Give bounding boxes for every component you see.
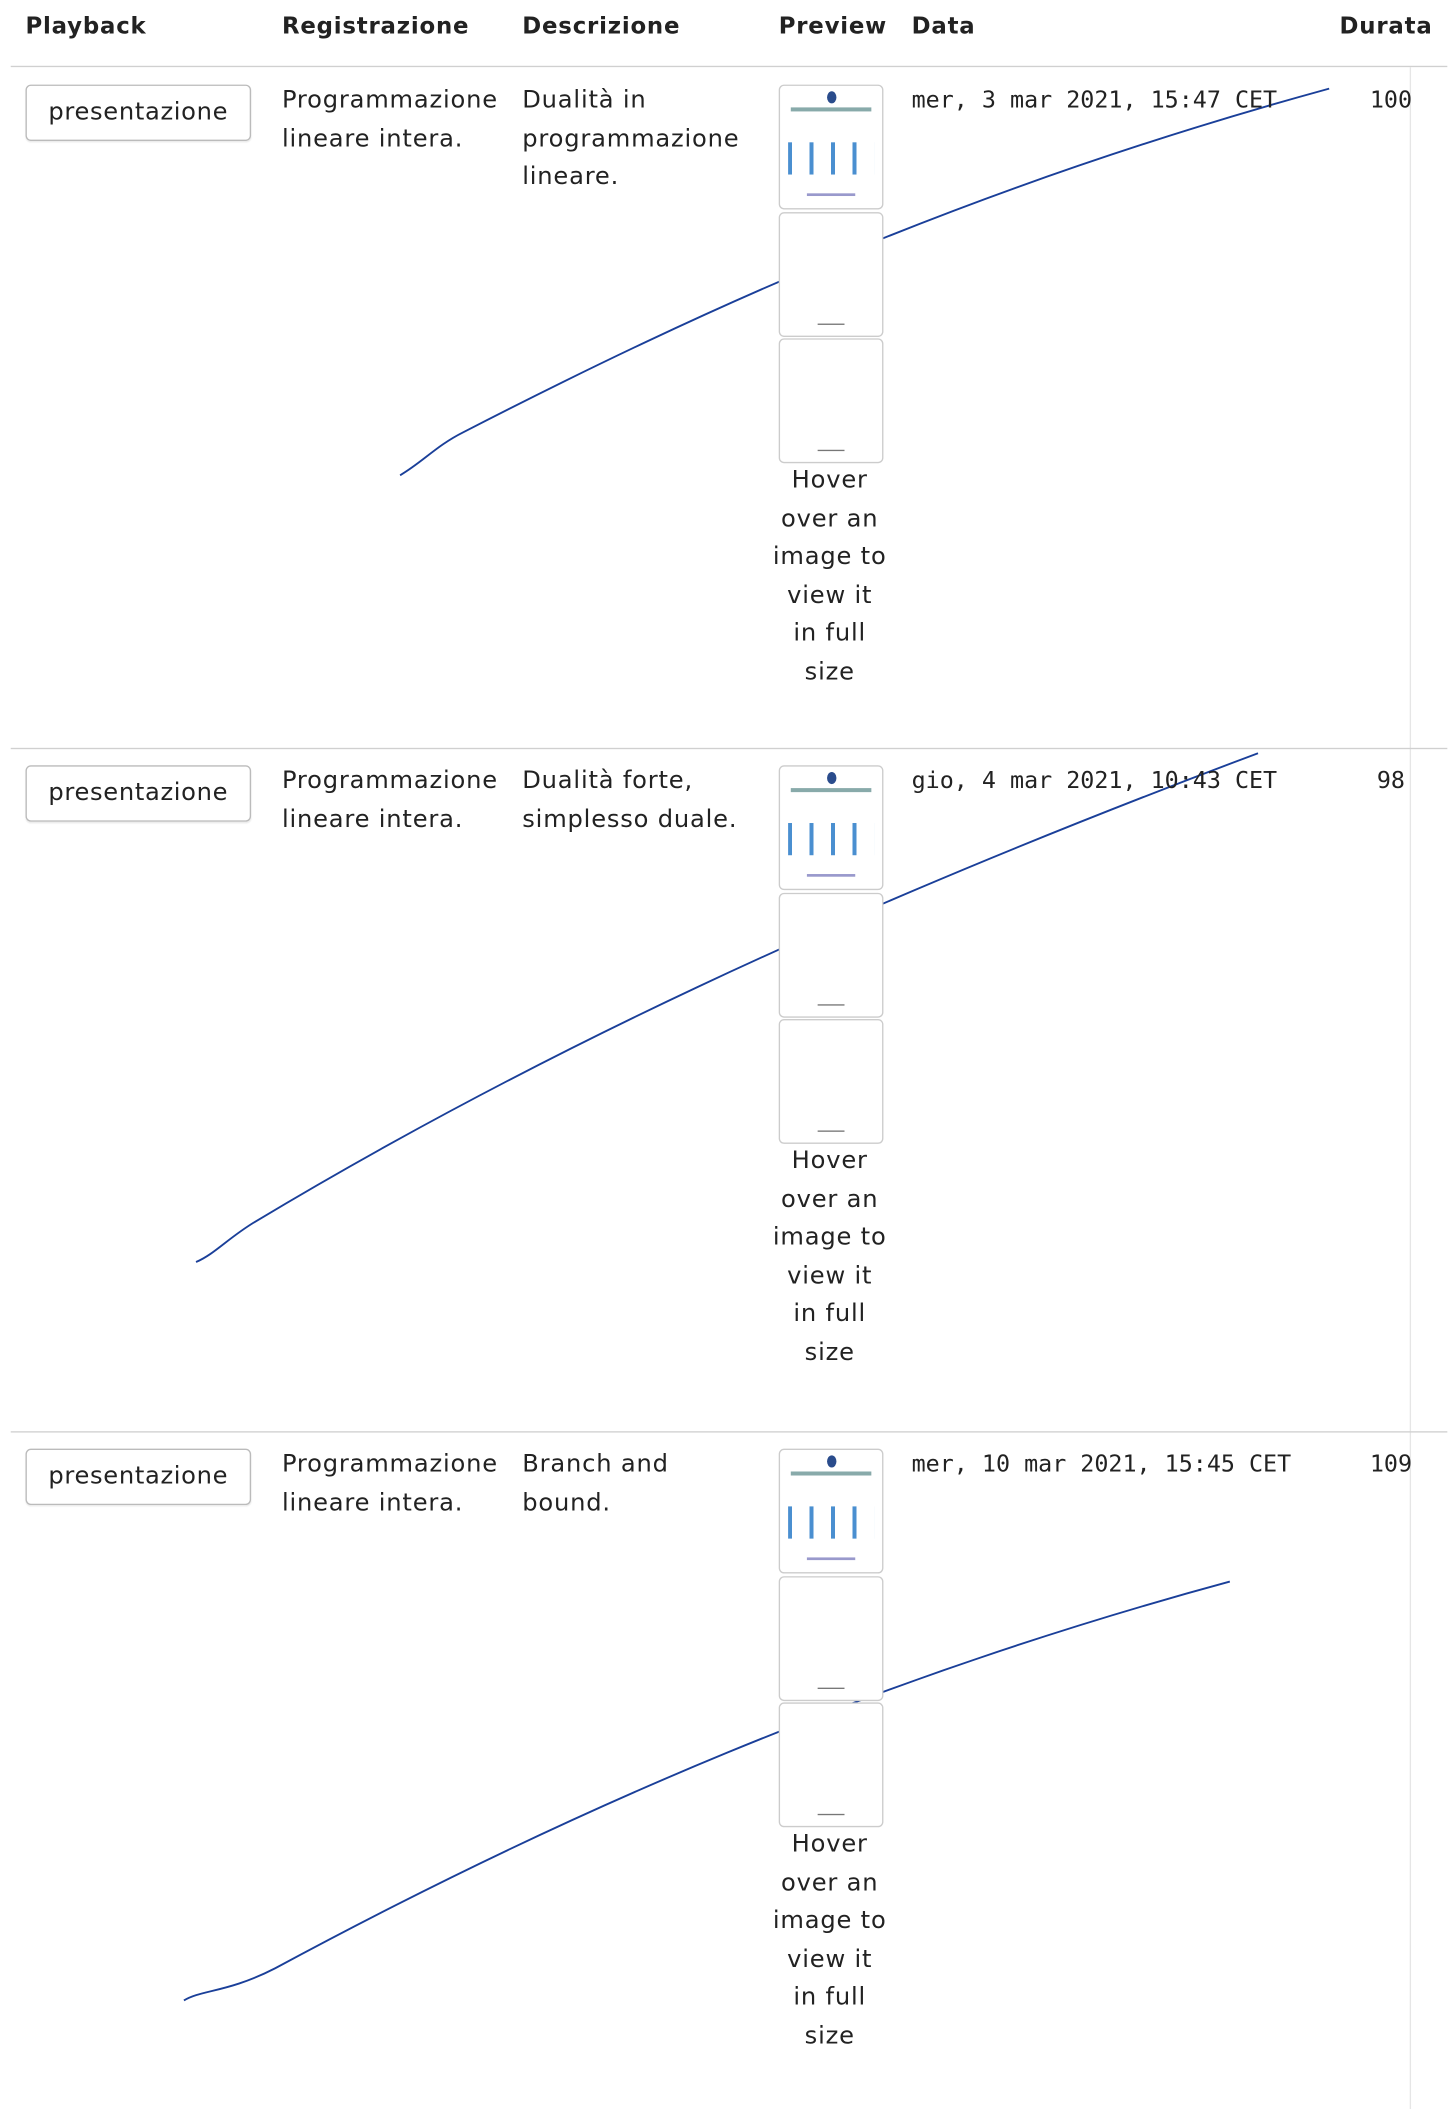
data: gio, 4 mar 2021, 10:43 CET bbox=[911, 767, 1278, 795]
thumb-footer bbox=[817, 1003, 845, 1005]
thumb-link bbox=[806, 193, 856, 197]
registrazione: Programmazione lineare intera. bbox=[281, 85, 498, 153]
column-header: Preview bbox=[778, 13, 888, 41]
playback-button[interactable]: presentazione bbox=[25, 1448, 252, 1506]
header-divider bbox=[10, 65, 1448, 68]
thumb-banner bbox=[790, 1471, 872, 1476]
preview-hint: Hover over an image to view it in full s… bbox=[772, 1146, 887, 1367]
row-divider bbox=[10, 1431, 1448, 1433]
thumb-footer bbox=[817, 1686, 845, 1689]
preview-thumbnail[interactable] bbox=[778, 338, 884, 464]
preview-hint: Hover over an image to view it in full s… bbox=[772, 465, 887, 686]
thumb-link bbox=[806, 874, 856, 877]
column-header: Registrazione bbox=[281, 13, 470, 41]
column-header: Data bbox=[911, 13, 976, 41]
descrizione: Dualità in programmazione lineare. bbox=[522, 85, 740, 191]
preview-hint: Hover over an image to view it in full s… bbox=[772, 1829, 887, 2050]
ink-stroke bbox=[399, 87, 1330, 477]
registrazione: Programmazione lineare intera. bbox=[281, 1450, 498, 1517]
column-header: Playback bbox=[25, 13, 147, 41]
preview-thumbnail[interactable] bbox=[778, 1019, 884, 1144]
preview-thumbnail[interactable] bbox=[778, 84, 884, 210]
preview-thumbnail[interactable] bbox=[778, 1702, 884, 1828]
thumb-grid bbox=[788, 1506, 875, 1539]
preview-thumbnail[interactable] bbox=[778, 1448, 884, 1574]
thumb-footer bbox=[817, 322, 845, 325]
registrazione: Programmazione lineare intera. bbox=[281, 766, 498, 834]
playback-button[interactable]: presentazione bbox=[25, 84, 252, 141]
preview-thumbnail[interactable] bbox=[778, 892, 884, 1018]
thumb-grid bbox=[788, 823, 875, 856]
thumb-footer bbox=[817, 1813, 845, 1816]
thumb-logo bbox=[827, 91, 837, 104]
preview-thumbnail[interactable] bbox=[778, 1575, 884, 1701]
thumb-grid bbox=[788, 142, 875, 175]
thumb-banner bbox=[790, 107, 872, 112]
ink-stroke bbox=[183, 1580, 1231, 2002]
thumb-logo bbox=[827, 771, 837, 785]
data: mer, 3 mar 2021, 15:47 CET bbox=[911, 87, 1278, 115]
ink-stroke bbox=[195, 752, 1259, 1263]
scroll-edge bbox=[1409, 67, 1412, 2109]
durata: 109 bbox=[1369, 1451, 1413, 1479]
durata: 100 bbox=[1369, 87, 1413, 115]
row-divider bbox=[10, 747, 1448, 750]
thumb-banner bbox=[790, 788, 872, 793]
durata: 98 bbox=[1376, 767, 1405, 795]
data: mer, 10 mar 2021, 15:45 CET bbox=[911, 1451, 1292, 1479]
thumb-footer bbox=[817, 1130, 845, 1132]
column-header: Durata bbox=[1339, 13, 1433, 41]
thumb-link bbox=[806, 1557, 856, 1561]
playback-button[interactable]: presentazione bbox=[25, 765, 252, 822]
preview-thumbnail[interactable] bbox=[778, 765, 884, 891]
thumb-footer bbox=[817, 449, 845, 452]
column-header: Descrizione bbox=[522, 13, 681, 41]
thumb-logo bbox=[827, 1455, 837, 1468]
descrizione: Dualità forte, simplesso duale. bbox=[522, 766, 738, 834]
descrizione: Branch and bound. bbox=[522, 1450, 669, 1517]
preview-thumbnail[interactable] bbox=[778, 211, 884, 337]
